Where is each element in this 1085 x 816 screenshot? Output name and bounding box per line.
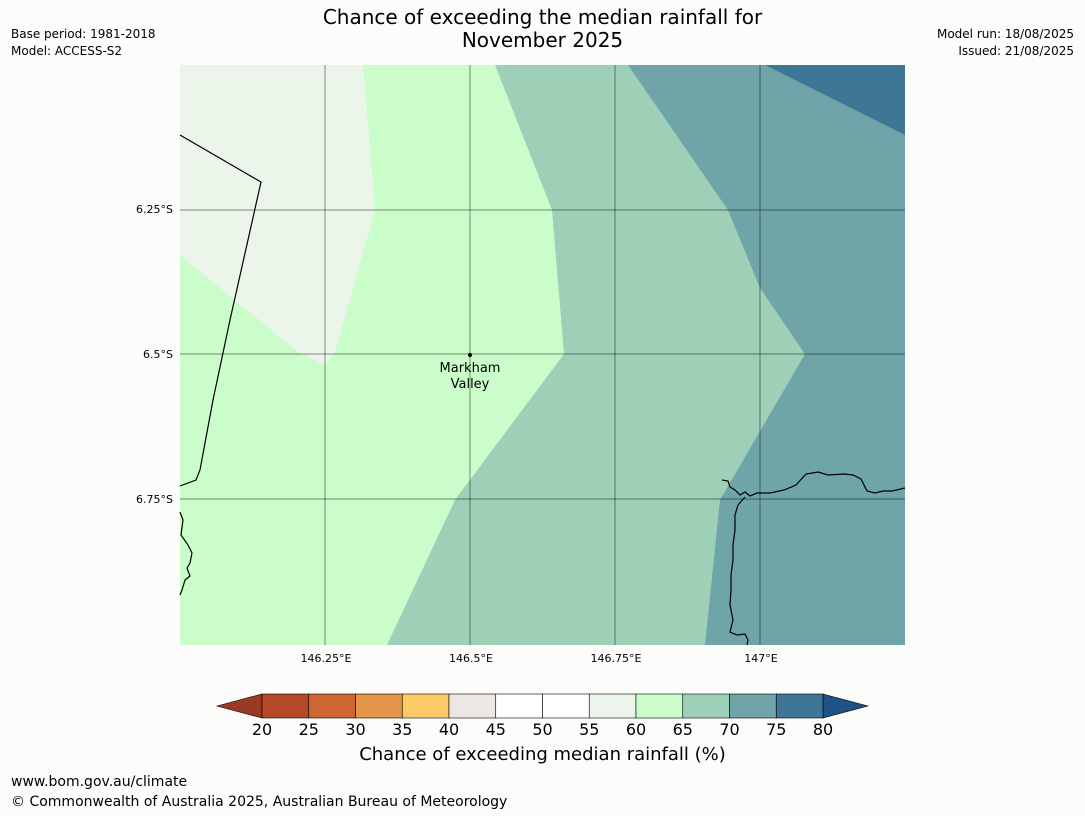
graticule	[180, 65, 905, 645]
colorbar-boxes	[261, 693, 824, 719]
colorbar-box	[542, 693, 590, 719]
run-info: Model run: 18/08/2025 Issued: 21/08/2025	[937, 26, 1074, 60]
band-75-80	[765, 65, 905, 135]
colorbar-tick-label: 80	[813, 720, 833, 739]
colorbar-tick-label: 65	[673, 720, 693, 739]
place-label: Markham Valley	[440, 361, 501, 392]
model-info: Base period: 1981-2018 Model: ACCESS-S2	[11, 26, 156, 60]
colorbar-tick-label: 60	[626, 720, 646, 739]
colorbar-tick-label: 40	[439, 720, 459, 739]
colorbar-box	[495, 693, 543, 719]
colorbar-box	[729, 693, 777, 719]
footer-url[interactable]: www.bom.gov.au/climate	[11, 774, 188, 790]
colorbar-box	[355, 693, 403, 719]
colorbar-ticks: 20 25 30 35 40 45 50 55 60 65 70 75 80	[252, 720, 833, 739]
longitude-labels: 146.25°E 146.5°E 146.75°E 147°E	[301, 652, 778, 665]
band-70-75	[628, 65, 905, 645]
colorbar-tick-label: 25	[299, 720, 319, 739]
colorbar-tick-label: 20	[252, 720, 272, 739]
colorbar-box	[401, 693, 450, 719]
colorbar-box	[682, 693, 730, 719]
colorbar-box	[308, 693, 356, 719]
title-line-2: November 2025	[461, 28, 624, 52]
colorbar-box	[635, 693, 684, 719]
location-marker	[468, 353, 472, 357]
lon-label: 147°E	[744, 652, 777, 665]
chart-title: Chance of exceeding the median rainfall …	[0, 6, 1085, 52]
map: 6.25°S 6.5°S 6.75°S 146.25°E 146.5°E 146…	[136, 65, 906, 665]
lon-label: 146.75°E	[591, 652, 642, 665]
coastline	[179, 134, 906, 646]
colorbar-box	[588, 693, 637, 719]
title-line-1: Chance of exceeding the median rainfall …	[322, 5, 763, 29]
colorbar-tick-label: 30	[345, 720, 365, 739]
colorbar-box	[775, 693, 824, 719]
base-period: Base period: 1981-2018	[11, 27, 156, 41]
colorbar-box	[261, 693, 310, 719]
border-line	[179, 134, 262, 487]
rainfall-probability-field	[180, 65, 905, 645]
colorbar-tick-label: 50	[532, 720, 552, 739]
lat-label: 6.5°S	[143, 348, 173, 361]
coast-river	[729, 496, 749, 646]
colorbar-label: Chance of exceeding median rainfall (%)	[359, 744, 726, 765]
issued-date: Issued: 21/08/2025	[958, 44, 1074, 58]
colorbar-tick-label: 35	[392, 720, 412, 739]
coast-west	[179, 511, 193, 596]
lat-label: 6.25°S	[136, 203, 173, 216]
lon-label: 146.5°E	[449, 652, 493, 665]
model-name: Model: ACCESS-S2	[11, 44, 123, 58]
latitude-labels: 6.25°S 6.5°S 6.75°S	[136, 203, 173, 506]
coast-east	[721, 471, 906, 497]
colorbar-over-arrow	[822, 693, 870, 719]
colorbar: 20 25 30 35 40 45 50 55 60 65 70 75 80	[215, 693, 870, 739]
footer-copyright: © Commonwealth of Australia 2025, Austra…	[11, 794, 508, 810]
colorbar-tick-label: 45	[486, 720, 506, 739]
colorbar-tick-label: 55	[579, 720, 599, 739]
lat-label: 6.75°S	[136, 493, 173, 506]
lon-label: 146.25°E	[301, 652, 352, 665]
band-55-60	[180, 65, 375, 365]
place-name-line-1: Markham	[440, 361, 501, 376]
colorbar-under-arrow	[215, 693, 263, 719]
place-name-line-2: Valley	[451, 377, 490, 392]
colorbar-tick-label: 75	[766, 720, 786, 739]
colorbar-box	[448, 693, 497, 719]
colorbar-tick-label: 70	[719, 720, 739, 739]
model-run: Model run: 18/08/2025	[936, 27, 1074, 41]
